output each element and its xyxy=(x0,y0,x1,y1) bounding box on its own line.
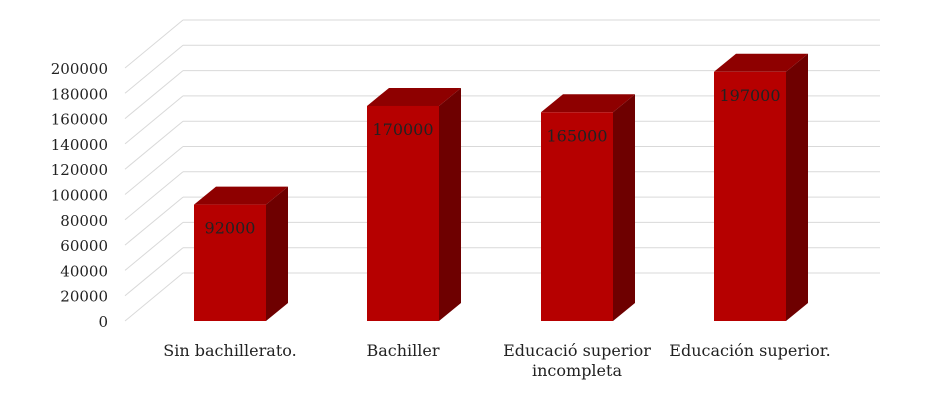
x-tick-label-line: Educació superior xyxy=(503,341,651,360)
gridline-slant xyxy=(124,146,184,195)
bar-top xyxy=(367,87,461,106)
data-label: 92000 xyxy=(205,219,256,238)
x-tick-label-line: Educación superior. xyxy=(669,341,830,360)
data-label: 165000 xyxy=(546,126,607,145)
bar-top xyxy=(714,53,808,72)
y-tick-label: 20000 xyxy=(60,288,108,306)
bar xyxy=(367,105,439,321)
x-tick-label-line: incompleta xyxy=(532,361,622,380)
bar xyxy=(714,71,786,321)
bar-top xyxy=(194,186,288,205)
y-tick-label: 200000 xyxy=(51,60,108,78)
gridline-slant xyxy=(124,222,184,271)
bar-side xyxy=(786,53,808,322)
gridline-slant xyxy=(124,171,184,221)
bars xyxy=(194,53,808,322)
y-tick-label: 120000 xyxy=(51,161,108,179)
bar-side xyxy=(439,87,461,321)
x-tick-label: Educación superior. xyxy=(669,341,830,360)
y-tick-label: 180000 xyxy=(51,85,108,103)
data-label: 197000 xyxy=(719,86,780,105)
gridline-slant xyxy=(124,120,184,170)
y-tick-label: 100000 xyxy=(51,187,108,205)
y-tick-label: 0 xyxy=(98,313,108,331)
x-axis-ticks: Sin bachillerato. Bachiller Educació super… xyxy=(163,341,830,380)
x-tick-label: Sin bachillerato. xyxy=(163,341,296,360)
gridline-slant xyxy=(124,272,184,322)
gridline-slant xyxy=(124,95,184,145)
data-label: 170000 xyxy=(372,120,433,139)
bar-side xyxy=(266,186,288,321)
gridline-slant xyxy=(124,44,184,94)
x-tick-label-line: Sin bachillerato. xyxy=(163,341,296,360)
y-tick-label: 160000 xyxy=(51,111,108,129)
x-tick-label-line: Bachiller xyxy=(366,341,439,360)
bar xyxy=(541,112,613,322)
x-tick-label: Educació superior incompleta xyxy=(503,341,651,380)
gridline-slant xyxy=(124,196,184,246)
x-tick-label: Bachiller xyxy=(366,341,439,360)
y-tick-label: 60000 xyxy=(60,237,108,255)
bar-group xyxy=(541,94,635,322)
gridline-slant xyxy=(124,19,184,69)
y-tick-label: 40000 xyxy=(60,262,108,280)
y-tick-label: 80000 xyxy=(60,212,108,230)
bar xyxy=(194,204,266,321)
bar-side xyxy=(613,94,635,322)
bar-group xyxy=(367,87,461,321)
bar-group xyxy=(714,53,808,322)
bar-top xyxy=(541,94,635,113)
gridline-slant xyxy=(124,247,184,297)
data-labels: 92000 170000 165000 197000 xyxy=(205,86,781,238)
y-tick-label: 140000 xyxy=(51,136,108,154)
y-axis-ticks: 0 20000 40000 60000 80000 100000 120000 140000 1… xyxy=(51,60,108,331)
bar-group xyxy=(194,186,288,321)
gridline-slant xyxy=(124,70,184,119)
